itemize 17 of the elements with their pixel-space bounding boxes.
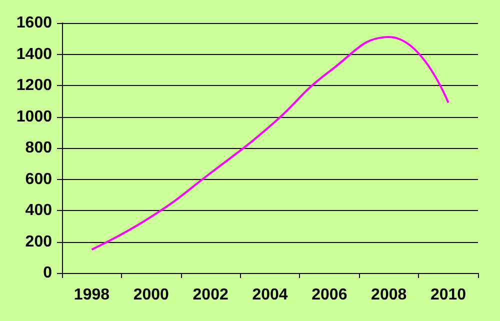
y-tick-label: 1400 [16, 46, 52, 63]
line-series [90, 36, 450, 251]
x-tick-label: 2002 [192, 286, 228, 304]
y-tick-label: 1600 [16, 14, 52, 32]
y-tick-label: 800 [25, 140, 52, 156]
x-tick-label: 2006 [312, 286, 348, 304]
x-tick-label: 1998 [74, 286, 110, 304]
x-tick-label: 2010 [430, 286, 466, 304]
x-tick-label: 2000 [133, 286, 170, 304]
x-tick-label: 2008 [371, 286, 407, 304]
y-tick-label: 200 [25, 233, 52, 250]
y-tick-label: 600 [25, 170, 52, 188]
y-tick-label: 1200 [16, 77, 52, 94]
x-tick-label: 2004 [252, 286, 288, 304]
y-tick-label: 1000 [16, 108, 52, 126]
y-tick-label: 0 [43, 264, 52, 282]
y-tick-label: 400 [25, 202, 52, 219]
